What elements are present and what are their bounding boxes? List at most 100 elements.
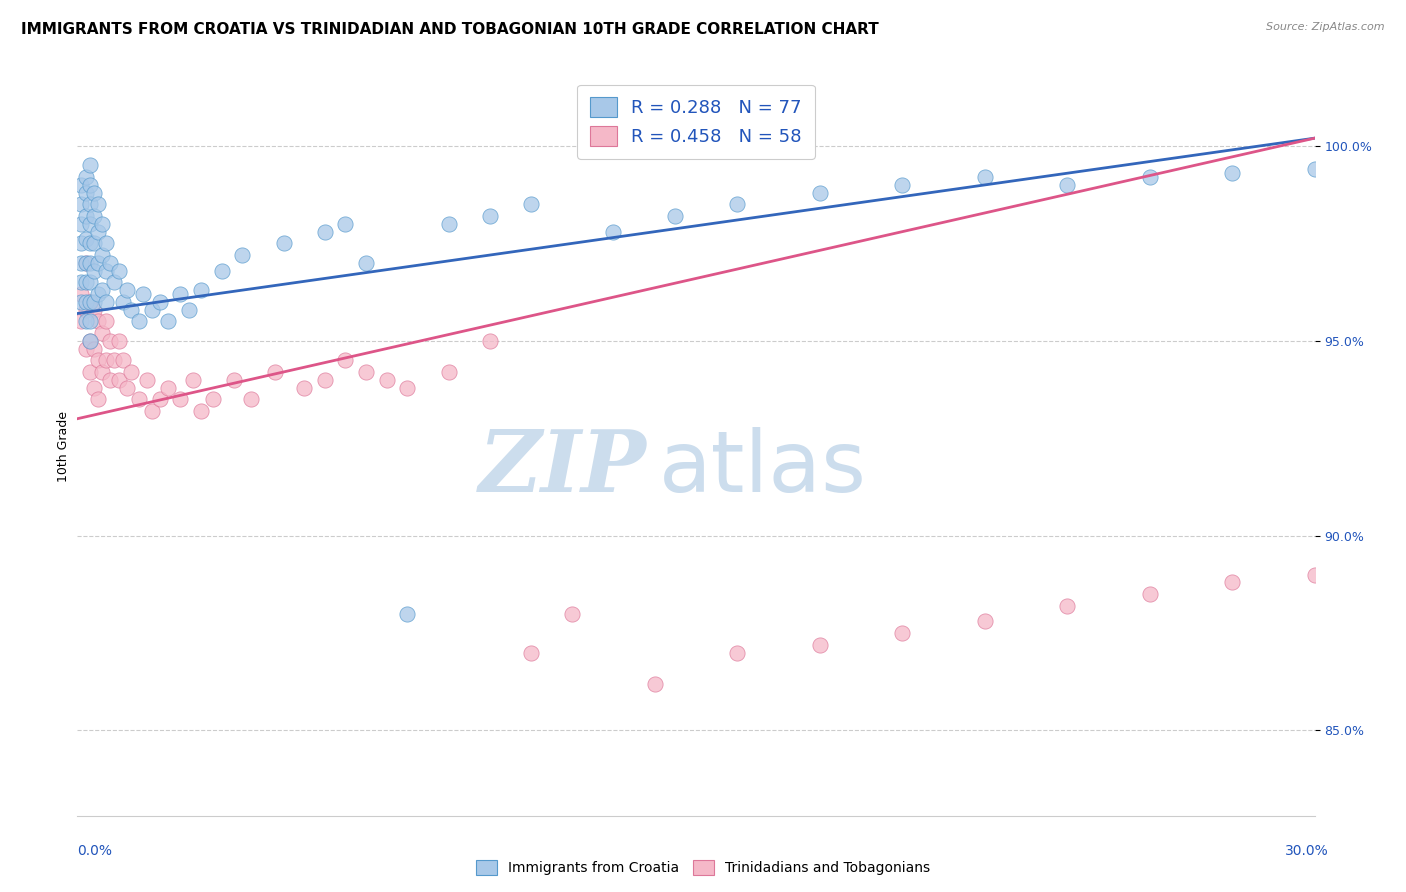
Point <box>70 256 93 270</box>
Point <box>70 276 93 290</box>
Point <box>96 236 118 251</box>
Point <box>70 197 93 211</box>
Text: 0.0%: 0.0% <box>77 844 112 858</box>
Point <box>83 209 105 223</box>
Point <box>91 248 114 262</box>
Point <box>354 365 377 379</box>
Point <box>75 256 97 270</box>
Point <box>70 294 93 309</box>
Point <box>314 373 336 387</box>
Point <box>335 353 357 368</box>
Point <box>87 225 110 239</box>
Text: 30.0%: 30.0% <box>1285 844 1329 858</box>
Point <box>103 353 125 368</box>
Point <box>83 236 105 251</box>
Point <box>87 314 110 328</box>
Point <box>75 302 97 317</box>
Point <box>79 217 101 231</box>
Point <box>75 276 97 290</box>
Point <box>79 294 101 309</box>
Point <box>292 380 315 394</box>
Point <box>79 294 101 309</box>
Point <box>96 263 118 277</box>
Point <box>91 365 114 379</box>
Point <box>375 373 398 387</box>
Point <box>96 294 118 309</box>
Point <box>561 607 583 621</box>
Point <box>79 256 101 270</box>
Point <box>75 294 97 309</box>
Y-axis label: 10th Grade: 10th Grade <box>58 410 70 482</box>
Point <box>1056 178 1078 192</box>
Point <box>83 302 105 317</box>
Point <box>83 294 105 309</box>
Point <box>437 365 460 379</box>
Point <box>79 158 101 172</box>
Point <box>520 646 543 660</box>
Point <box>808 186 831 200</box>
Point <box>107 373 129 387</box>
Point <box>115 380 138 394</box>
Point <box>169 287 191 301</box>
Point <box>107 334 129 348</box>
Point <box>132 287 155 301</box>
Point <box>87 256 110 270</box>
Point <box>91 217 114 231</box>
Point <box>973 170 995 185</box>
Point <box>75 209 97 223</box>
Point <box>75 342 97 356</box>
Text: Source: ZipAtlas.com: Source: ZipAtlas.com <box>1267 22 1385 32</box>
Point <box>98 256 121 270</box>
Point <box>808 638 831 652</box>
Point <box>120 302 142 317</box>
Point <box>83 342 105 356</box>
Point <box>136 373 159 387</box>
Point <box>83 380 105 394</box>
Point <box>96 353 118 368</box>
Point <box>335 217 357 231</box>
Point <box>1220 575 1243 590</box>
Point <box>1344 139 1367 153</box>
Point <box>87 287 110 301</box>
Point <box>1386 166 1406 180</box>
Point <box>70 178 93 192</box>
Point <box>91 326 114 340</box>
Point <box>96 314 118 328</box>
Point <box>79 236 101 251</box>
Point <box>231 248 253 262</box>
Point <box>141 302 163 317</box>
Point <box>149 392 172 407</box>
Point <box>79 178 101 192</box>
Point <box>202 392 225 407</box>
Point <box>437 217 460 231</box>
Point <box>141 404 163 418</box>
Point <box>354 256 377 270</box>
Point <box>190 283 212 297</box>
Point <box>75 170 97 185</box>
Legend: R = 0.288   N = 77, R = 0.458   N = 58: R = 0.288 N = 77, R = 0.458 N = 58 <box>578 85 814 159</box>
Point <box>1220 166 1243 180</box>
Point <box>87 197 110 211</box>
Point <box>725 646 748 660</box>
Point <box>75 314 97 328</box>
Point <box>222 373 245 387</box>
Point <box>128 392 150 407</box>
Point <box>70 314 93 328</box>
Point <box>725 197 748 211</box>
Point <box>169 392 191 407</box>
Point <box>181 373 204 387</box>
Text: IMMIGRANTS FROM CROATIA VS TRINIDADIAN AND TOBAGONIAN 10TH GRADE CORRELATION CHA: IMMIGRANTS FROM CROATIA VS TRINIDADIAN A… <box>21 22 879 37</box>
Point <box>157 380 180 394</box>
Point <box>177 302 200 317</box>
Legend: Immigrants from Croatia, Trinidadians and Tobagonians: Immigrants from Croatia, Trinidadians an… <box>471 855 935 880</box>
Point <box>87 353 110 368</box>
Point <box>111 294 134 309</box>
Point <box>664 209 686 223</box>
Point <box>396 607 419 621</box>
Point <box>107 263 129 277</box>
Point <box>1056 599 1078 613</box>
Point <box>70 287 93 301</box>
Text: ZIP: ZIP <box>478 426 647 510</box>
Point <box>91 283 114 297</box>
Point <box>1303 162 1326 177</box>
